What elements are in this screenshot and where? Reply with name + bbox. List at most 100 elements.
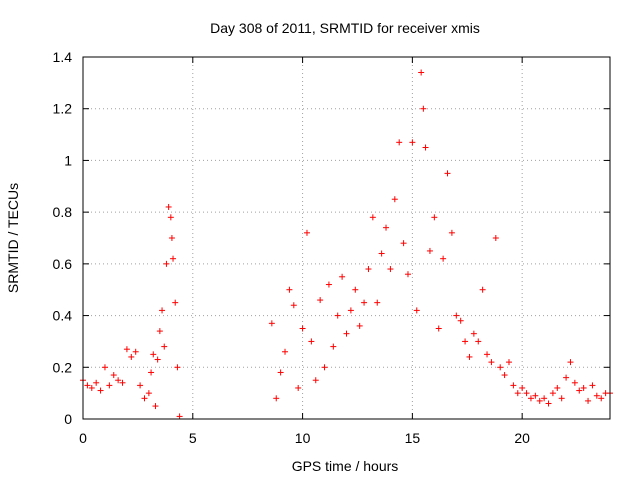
data-point xyxy=(148,369,155,376)
data-point xyxy=(558,395,565,402)
data-point xyxy=(317,297,324,304)
x-axis: 0 5 10 15 20 xyxy=(79,57,530,446)
data-point xyxy=(554,384,561,391)
data-point xyxy=(156,328,163,335)
data-point xyxy=(501,372,508,379)
data-point xyxy=(152,403,159,410)
data-point xyxy=(510,382,517,389)
data-point xyxy=(453,312,460,319)
data-point xyxy=(154,356,161,363)
data-point xyxy=(431,214,438,221)
data-point xyxy=(88,384,95,391)
data-point xyxy=(343,330,350,337)
data-point xyxy=(462,338,469,345)
data-point xyxy=(571,379,578,386)
data-point xyxy=(101,364,108,371)
data-point xyxy=(378,250,385,257)
data-point xyxy=(563,374,570,381)
data-point xyxy=(165,203,172,210)
data-point xyxy=(303,229,310,236)
data-point xyxy=(159,307,166,314)
data-point xyxy=(514,390,521,397)
data-point xyxy=(536,397,543,404)
y-tick-label: 0.4 xyxy=(53,308,73,324)
data-point xyxy=(532,392,539,399)
data-point xyxy=(383,224,390,231)
data-point xyxy=(541,395,548,402)
data-point xyxy=(137,382,144,389)
data-point xyxy=(321,364,328,371)
data-point xyxy=(167,214,174,221)
data-point xyxy=(339,273,346,280)
data-point xyxy=(132,348,139,355)
data-point xyxy=(365,266,372,273)
data-point xyxy=(325,281,332,288)
data-point xyxy=(330,343,337,350)
data-point xyxy=(457,317,464,324)
data-point xyxy=(273,395,280,402)
data-point xyxy=(128,353,135,360)
data-point xyxy=(470,330,477,337)
data-point xyxy=(418,69,425,76)
data-point xyxy=(352,286,359,293)
data-point xyxy=(440,255,447,262)
data-point xyxy=(369,214,376,221)
data-points xyxy=(80,69,613,420)
data-point xyxy=(361,299,368,306)
data-point xyxy=(97,387,104,394)
data-point xyxy=(168,235,175,241)
data-point xyxy=(387,266,394,273)
y-tick-label: 1.4 xyxy=(53,49,73,65)
x-axis-label: GPS time / hours xyxy=(292,458,399,474)
data-point xyxy=(290,302,297,309)
data-point xyxy=(347,307,354,314)
data-point xyxy=(268,320,275,327)
y-tick-label: 1 xyxy=(64,152,72,168)
data-point xyxy=(492,235,499,241)
y-tick-label: 0.2 xyxy=(53,359,73,375)
x-tick-label: 15 xyxy=(405,430,421,446)
data-point xyxy=(444,170,451,177)
data-point xyxy=(277,369,284,376)
data-point xyxy=(299,325,306,332)
data-point xyxy=(282,348,289,355)
data-point xyxy=(312,377,319,384)
data-point xyxy=(413,307,420,314)
data-point xyxy=(589,382,596,389)
data-point xyxy=(123,346,130,353)
data-point xyxy=(523,390,530,397)
data-point xyxy=(585,397,592,404)
data-point xyxy=(479,286,486,293)
data-point xyxy=(598,395,605,402)
data-point xyxy=(488,359,495,366)
data-point xyxy=(115,377,122,384)
y-tick-label: 1.2 xyxy=(53,101,73,117)
data-point xyxy=(286,286,293,293)
y-axis: 0 0.2 0.4 0.6 0.8 1 1.2 1.4 xyxy=(53,49,610,427)
data-point xyxy=(400,240,407,247)
data-point xyxy=(576,387,583,394)
x-tick-label: 10 xyxy=(295,430,311,446)
data-point xyxy=(295,384,302,391)
y-tick-label: 0 xyxy=(64,411,72,427)
data-point xyxy=(549,390,556,397)
data-point xyxy=(484,351,491,358)
y-axis-label: SRMTID / TECUs xyxy=(5,183,21,293)
data-point xyxy=(106,382,113,389)
data-point xyxy=(170,255,177,262)
data-point xyxy=(396,139,403,146)
data-point xyxy=(161,343,168,350)
y-tick-label: 0.8 xyxy=(53,204,73,220)
data-point xyxy=(519,384,526,391)
data-point xyxy=(505,359,512,366)
data-point xyxy=(593,392,600,399)
data-point xyxy=(420,105,427,112)
data-point xyxy=(580,384,587,391)
data-point xyxy=(448,229,455,236)
plot-frame xyxy=(82,56,611,420)
data-point xyxy=(150,351,157,358)
data-point xyxy=(466,353,473,360)
x-tick-label: 5 xyxy=(189,430,197,446)
data-point xyxy=(145,390,152,397)
